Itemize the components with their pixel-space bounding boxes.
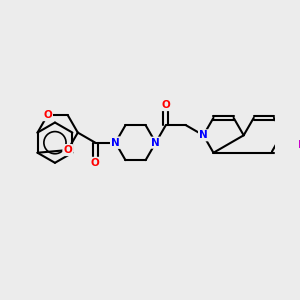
Text: O: O <box>91 158 100 168</box>
Text: O: O <box>161 100 170 110</box>
Text: O: O <box>43 110 52 120</box>
Text: F: F <box>298 140 300 150</box>
Text: N: N <box>199 130 208 140</box>
Text: N: N <box>111 138 120 148</box>
Text: N: N <box>151 138 160 148</box>
Text: N: N <box>111 138 120 148</box>
Text: O: O <box>63 145 72 155</box>
